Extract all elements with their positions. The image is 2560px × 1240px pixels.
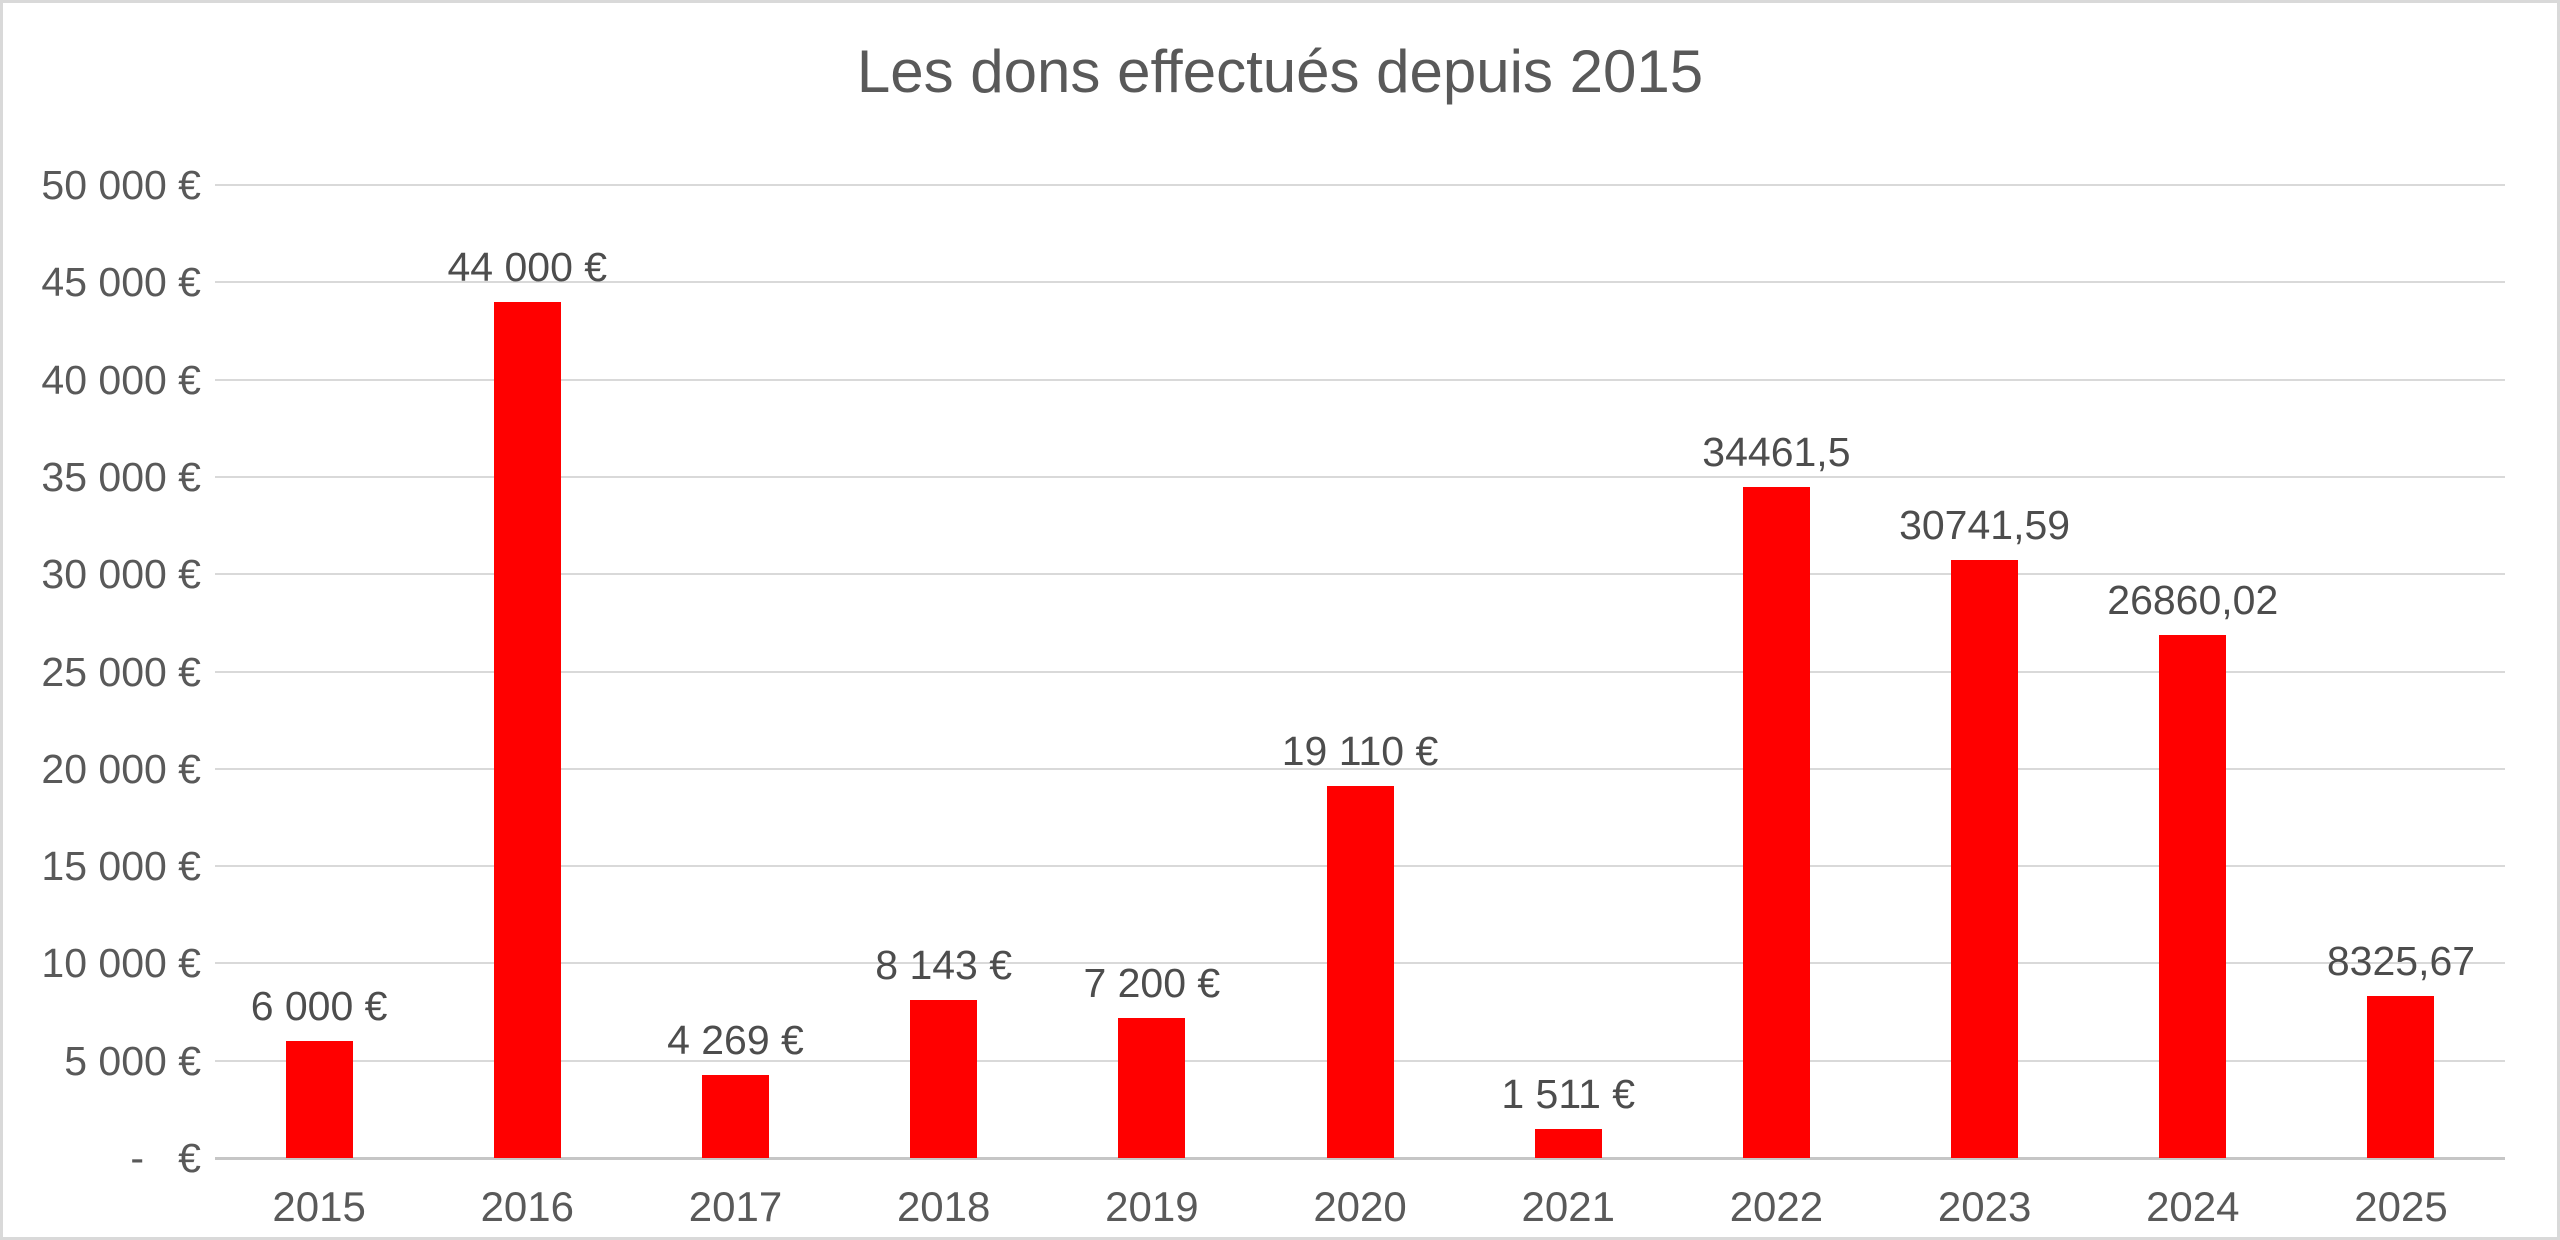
bar-value-label: 8 143 € bbox=[875, 941, 1013, 988]
y-axis-tick-label: 25 000 € bbox=[41, 648, 201, 695]
plot-area: 50 000 € 45 000 € 40 000 € 35 000 € 30 0… bbox=[41, 162, 2505, 1181]
y-axis-tick-label: 15 000 € bbox=[41, 843, 201, 890]
bar-group-2019: 7 200 € bbox=[1048, 185, 1256, 1158]
bar-2023 bbox=[1951, 559, 2019, 1158]
x-axis-line bbox=[215, 1157, 2505, 1160]
bar-2025 bbox=[2367, 995, 2435, 1158]
bar-value-label: 8325,67 bbox=[2326, 937, 2476, 984]
bars-container: 6 000 € 44 000 € 4 269 € 8 143 € 7 200 €… bbox=[215, 185, 2505, 1158]
bar-2016 bbox=[493, 301, 561, 1158]
bar-group-2021: 1 511 € bbox=[1464, 185, 1672, 1158]
bar-group-2015: 6 000 € bbox=[215, 185, 423, 1158]
x-axis-tick-label: 2016 bbox=[480, 1183, 574, 1230]
gridline bbox=[215, 378, 2505, 381]
x-axis-tick-label: 2025 bbox=[2354, 1183, 2448, 1230]
x-axis-tick-label: 2023 bbox=[1937, 1183, 2032, 1230]
gridline bbox=[215, 767, 2505, 770]
y-axis-tick-label: - € bbox=[130, 1135, 201, 1181]
bar-value-label: 6 000 € bbox=[250, 983, 388, 1030]
bar-group-2025: 8325,67 bbox=[2297, 185, 2505, 1158]
bar-group-2024: 26860,02 bbox=[2089, 185, 2297, 1158]
gridline bbox=[215, 281, 2505, 284]
y-axis-tick-label: 20 000 € bbox=[41, 745, 201, 792]
x-axis-tick-label: 2015 bbox=[272, 1183, 366, 1230]
bar-value-label: 4 269 € bbox=[667, 1016, 804, 1063]
x-axis-tick-label: 2017 bbox=[688, 1183, 783, 1230]
gridline bbox=[215, 573, 2505, 576]
bar-group-2016: 44 000 € bbox=[423, 185, 631, 1158]
bar-group-2023: 30741,59 bbox=[1881, 185, 2089, 1158]
bar-2015 bbox=[285, 1041, 353, 1158]
x-axis-tick-label: 2021 bbox=[1521, 1183, 1615, 1230]
bar-2018 bbox=[910, 999, 978, 1158]
x-axis-tick-label: 2018 bbox=[896, 1183, 991, 1230]
y-axis-tick-label: 35 000 € bbox=[41, 453, 201, 500]
bar-group-2020: 19 110 € bbox=[1256, 185, 1464, 1158]
gridline bbox=[215, 670, 2505, 673]
bar-value-label: 1 511 € bbox=[1501, 1070, 1636, 1117]
bar-value-label: 7 200 € bbox=[1083, 959, 1221, 1006]
bar-2021 bbox=[1534, 1128, 1602, 1158]
bar-value-label: 19 110 € bbox=[1281, 728, 1439, 775]
bar-group-2018: 8 143 € bbox=[840, 185, 1048, 1158]
bar-group-2017: 4 269 € bbox=[631, 185, 839, 1158]
bar-value-label: 30741,59 bbox=[1899, 501, 2071, 548]
x-axis-tick-label: 2024 bbox=[2146, 1183, 2240, 1230]
bar-2020 bbox=[1326, 786, 1394, 1158]
gridline bbox=[215, 184, 2505, 186]
gridline bbox=[215, 475, 2505, 478]
y-axis-tick-label: 40 000 € bbox=[41, 356, 201, 403]
bar-group-2022: 34461,5 bbox=[1672, 185, 1880, 1158]
bar-value-label: 26860,02 bbox=[2107, 577, 2279, 624]
bar-2024 bbox=[2159, 635, 2227, 1158]
bar-2022 bbox=[1742, 487, 1810, 1158]
bar-value-label: 34461,5 bbox=[1702, 429, 1851, 476]
bar-2019 bbox=[1118, 1017, 1186, 1158]
y-axis-tick-label: 50 000 € bbox=[41, 162, 201, 208]
y-axis-tick-label: 45 000 € bbox=[41, 259, 201, 306]
y-axis-tick-label: 30 000 € bbox=[41, 551, 201, 598]
chart-title: Les dons effectués depuis 2015 bbox=[856, 38, 1704, 105]
x-axis-tick-label: 2020 bbox=[1313, 1183, 1407, 1230]
bar-value-label: 44 000 € bbox=[447, 243, 608, 290]
y-axis-tick-label: 5 000 € bbox=[64, 1037, 201, 1084]
bar-2017 bbox=[701, 1074, 769, 1158]
y-axis-tick-label: 10 000 € bbox=[41, 940, 201, 987]
x-axis-tick-label: 2022 bbox=[1729, 1183, 1824, 1230]
x-axis-tick-label: 2019 bbox=[1105, 1183, 1199, 1230]
x-axis-labels: 2015 2016 2017 2018 2019 2020 2021 2022 … bbox=[215, 1183, 2505, 1231]
